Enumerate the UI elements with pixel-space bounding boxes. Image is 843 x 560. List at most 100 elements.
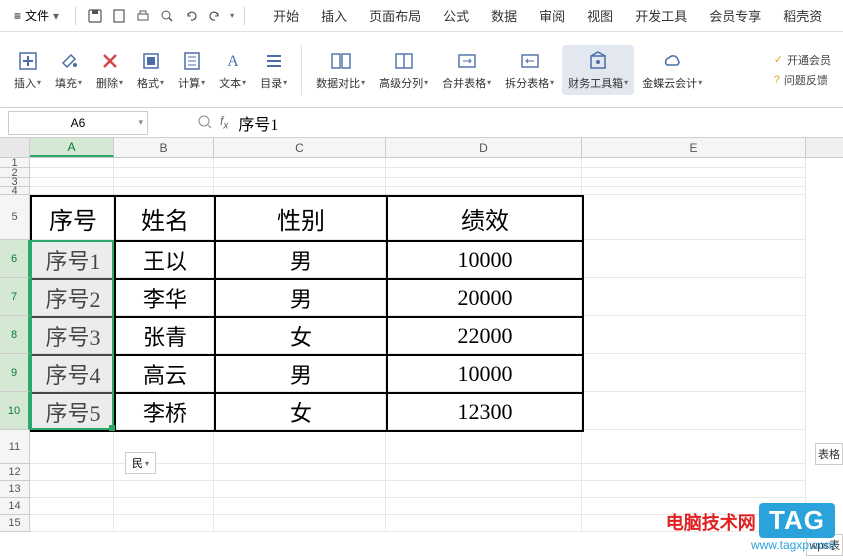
cell[interactable] [582,178,806,187]
cell[interactable] [30,168,114,178]
cell[interactable] [214,178,386,187]
cell[interactable] [582,316,806,354]
row-header[interactable]: 8 [0,316,30,354]
print-icon[interactable] [134,7,152,25]
table-cell[interactable]: 序号5 [31,393,115,431]
cell[interactable] [386,178,582,187]
menu-tab[interactable]: 公式 [433,0,479,31]
cell[interactable] [582,195,806,240]
table-cell[interactable]: 男 [215,355,387,393]
table-cell[interactable]: 序号4 [31,355,115,393]
column-header[interactable]: B [114,138,214,157]
cell[interactable] [386,464,582,481]
menu-tab[interactable]: 会员专享 [699,0,771,31]
ribbon-text-button[interactable]: A文本 ▾ [213,45,252,95]
column-header[interactable]: A [30,138,114,157]
table-cell[interactable]: 女 [215,317,387,355]
cell[interactable] [114,498,214,515]
cell[interactable] [582,430,806,464]
table-header-cell[interactable]: 姓名 [115,196,215,241]
ribbon-format-button[interactable]: 格式 ▾ [131,45,170,95]
cell[interactable] [114,168,214,178]
row-header[interactable]: 12 [0,464,30,481]
table-cell[interactable]: 序号1 [31,241,115,279]
row-header[interactable]: 10 [0,392,30,430]
formula-input[interactable]: 序号1 [228,111,843,135]
cell[interactable] [30,430,114,464]
menu-tab[interactable]: 数据 [481,0,527,31]
cell[interactable] [114,515,214,532]
cell[interactable] [214,498,386,515]
cell[interactable] [582,464,806,481]
cancel-icon[interactable] [198,115,212,129]
ribbon-toc-button[interactable]: 目录 ▾ [254,45,293,95]
table-cell[interactable]: 12300 [387,393,583,431]
cell[interactable] [214,168,386,178]
table-cell[interactable]: 20000 [387,279,583,317]
row-header[interactable]: 15 [0,515,30,532]
cell[interactable] [214,158,386,168]
ribbon-finance-button[interactable]: 财务工具箱 ▾ [562,45,634,95]
ribbon-split-button[interactable]: 高级分列 ▾ [373,45,434,95]
redo-icon[interactable] [206,7,224,25]
table-cell[interactable]: 李桥 [115,393,215,431]
table-cell[interactable]: 序号2 [31,279,115,317]
row-header[interactable]: 5 [0,195,30,240]
cell[interactable] [582,168,806,178]
cell[interactable] [114,481,214,498]
cell[interactable] [214,464,386,481]
menu-tab[interactable]: 插入 [311,0,357,31]
file-menu[interactable]: ≡ 文件 ▾ [8,5,65,26]
ribbon-unmerge-button[interactable]: 拆分表格 ▾ [499,45,560,95]
cell[interactable] [582,392,806,430]
save-icon[interactable] [86,7,104,25]
row-header[interactable]: 7 [0,278,30,316]
cell[interactable] [386,430,582,464]
table-cell[interactable]: 女 [215,393,387,431]
ribbon-insert-button[interactable]: 插入 ▾ [8,45,47,95]
column-header[interactable]: C [214,138,386,157]
row-header[interactable]: 9 [0,354,30,392]
cell[interactable] [214,515,386,532]
cell[interactable] [30,498,114,515]
ribbon-compare-button[interactable]: 数据对比 ▾ [310,45,371,95]
cell[interactable] [386,481,582,498]
cell[interactable] [386,187,582,195]
cell[interactable] [30,481,114,498]
cell[interactable] [114,158,214,168]
cell[interactable] [582,481,806,498]
cell[interactable] [386,515,582,532]
undo-icon[interactable] [182,7,200,25]
cell[interactable] [386,158,582,168]
table-header-cell[interactable]: 性别 [215,196,387,241]
autofill-options-button[interactable]: 民 ▾ [125,452,156,474]
menu-tab[interactable]: 开发工具 [625,0,697,31]
ribbon-right-item[interactable]: ?问题反馈 [774,72,831,88]
table-cell[interactable]: 22000 [387,317,583,355]
menu-tab[interactable]: 页面布局 [359,0,431,31]
cell[interactable] [386,168,582,178]
new-icon[interactable] [110,7,128,25]
cell[interactable] [582,278,806,316]
table-cell[interactable]: 序号3 [31,317,115,355]
select-all-corner[interactable] [0,138,30,157]
cell[interactable] [30,464,114,481]
ribbon-delete-button[interactable]: 删除 ▾ [90,45,129,95]
ribbon-cloud-button[interactable]: 金蝶云会计 ▾ [636,45,708,95]
cell[interactable] [30,515,114,532]
cell[interactable] [114,187,214,195]
table-cell[interactable]: 10000 [387,241,583,279]
cell[interactable] [214,481,386,498]
cell[interactable] [30,187,114,195]
menu-tab[interactable]: 开始 [263,0,309,31]
column-header[interactable]: E [582,138,806,157]
menu-tab[interactable]: 审阅 [529,0,575,31]
row-header[interactable]: 4 [0,187,30,195]
table-cell[interactable]: 男 [215,279,387,317]
row-header[interactable]: 11 [0,430,30,464]
cell[interactable] [214,430,386,464]
qat-more-icon[interactable]: ▾ [230,11,234,20]
row-header[interactable]: 14 [0,498,30,515]
table-header-cell[interactable]: 绩效 [387,196,583,241]
ribbon-right-item[interactable]: ✓开通会员 [774,52,831,68]
